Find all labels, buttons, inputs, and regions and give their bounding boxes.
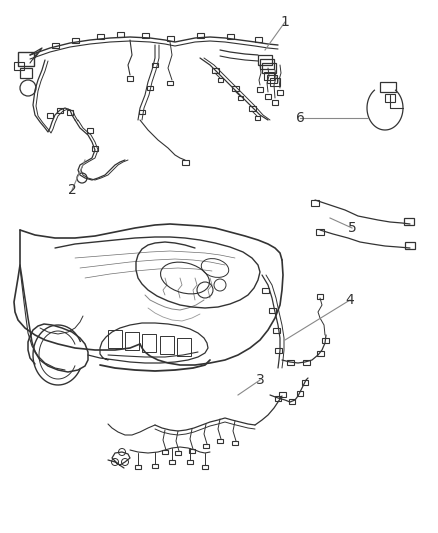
- Bar: [269, 308, 276, 313]
- Bar: [322, 338, 329, 343]
- Bar: [139, 110, 145, 114]
- Bar: [317, 294, 323, 299]
- Bar: [147, 86, 153, 90]
- Bar: [47, 113, 53, 118]
- Bar: [227, 34, 234, 39]
- Bar: [262, 63, 276, 73]
- Bar: [255, 116, 260, 120]
- Bar: [275, 396, 281, 401]
- Bar: [316, 229, 324, 235]
- Bar: [52, 43, 59, 48]
- Bar: [232, 441, 238, 445]
- Bar: [311, 200, 319, 206]
- Bar: [97, 34, 104, 39]
- Bar: [273, 328, 280, 333]
- Bar: [92, 146, 98, 151]
- Bar: [262, 288, 269, 293]
- Bar: [162, 450, 168, 454]
- Text: 4: 4: [346, 293, 354, 307]
- Bar: [287, 360, 294, 365]
- Bar: [260, 59, 274, 69]
- Bar: [87, 128, 93, 133]
- Bar: [169, 460, 175, 464]
- Bar: [67, 110, 73, 115]
- Bar: [232, 86, 239, 91]
- Bar: [265, 94, 271, 99]
- Bar: [160, 336, 174, 354]
- Bar: [14, 62, 24, 70]
- Bar: [187, 460, 193, 464]
- Bar: [297, 391, 303, 396]
- Bar: [175, 451, 181, 455]
- Bar: [380, 82, 396, 92]
- Bar: [212, 68, 219, 73]
- Bar: [135, 465, 141, 469]
- Bar: [217, 439, 223, 443]
- Bar: [302, 380, 308, 385]
- Bar: [108, 330, 122, 348]
- Text: 6: 6: [296, 111, 304, 125]
- Bar: [267, 75, 277, 83]
- Bar: [202, 465, 208, 469]
- Bar: [317, 351, 324, 356]
- Bar: [142, 334, 156, 352]
- Bar: [258, 55, 272, 65]
- Bar: [117, 32, 124, 37]
- Bar: [277, 90, 283, 95]
- Bar: [275, 348, 282, 353]
- Bar: [182, 160, 189, 165]
- Bar: [18, 52, 34, 66]
- Bar: [264, 72, 274, 80]
- Bar: [152, 464, 158, 468]
- Text: 3: 3: [256, 373, 265, 387]
- Bar: [20, 68, 32, 78]
- Bar: [142, 33, 149, 38]
- Bar: [238, 96, 243, 100]
- Bar: [272, 100, 278, 105]
- Bar: [303, 360, 310, 365]
- Bar: [249, 106, 256, 111]
- Text: 5: 5: [348, 221, 357, 235]
- Bar: [279, 392, 286, 397]
- Text: 2: 2: [67, 183, 76, 197]
- Bar: [167, 81, 173, 85]
- Bar: [404, 218, 414, 225]
- Bar: [167, 36, 174, 41]
- Bar: [257, 87, 263, 92]
- Bar: [177, 338, 191, 356]
- Bar: [385, 94, 395, 102]
- Bar: [270, 78, 280, 86]
- Bar: [125, 332, 139, 350]
- Bar: [405, 242, 415, 249]
- Bar: [197, 33, 204, 38]
- Bar: [255, 37, 262, 42]
- Bar: [152, 63, 158, 67]
- Bar: [72, 38, 79, 43]
- Bar: [189, 449, 195, 453]
- Bar: [127, 76, 133, 81]
- Bar: [57, 108, 63, 113]
- Bar: [203, 444, 209, 448]
- Bar: [289, 399, 295, 404]
- Bar: [218, 78, 223, 82]
- Text: 1: 1: [281, 15, 290, 29]
